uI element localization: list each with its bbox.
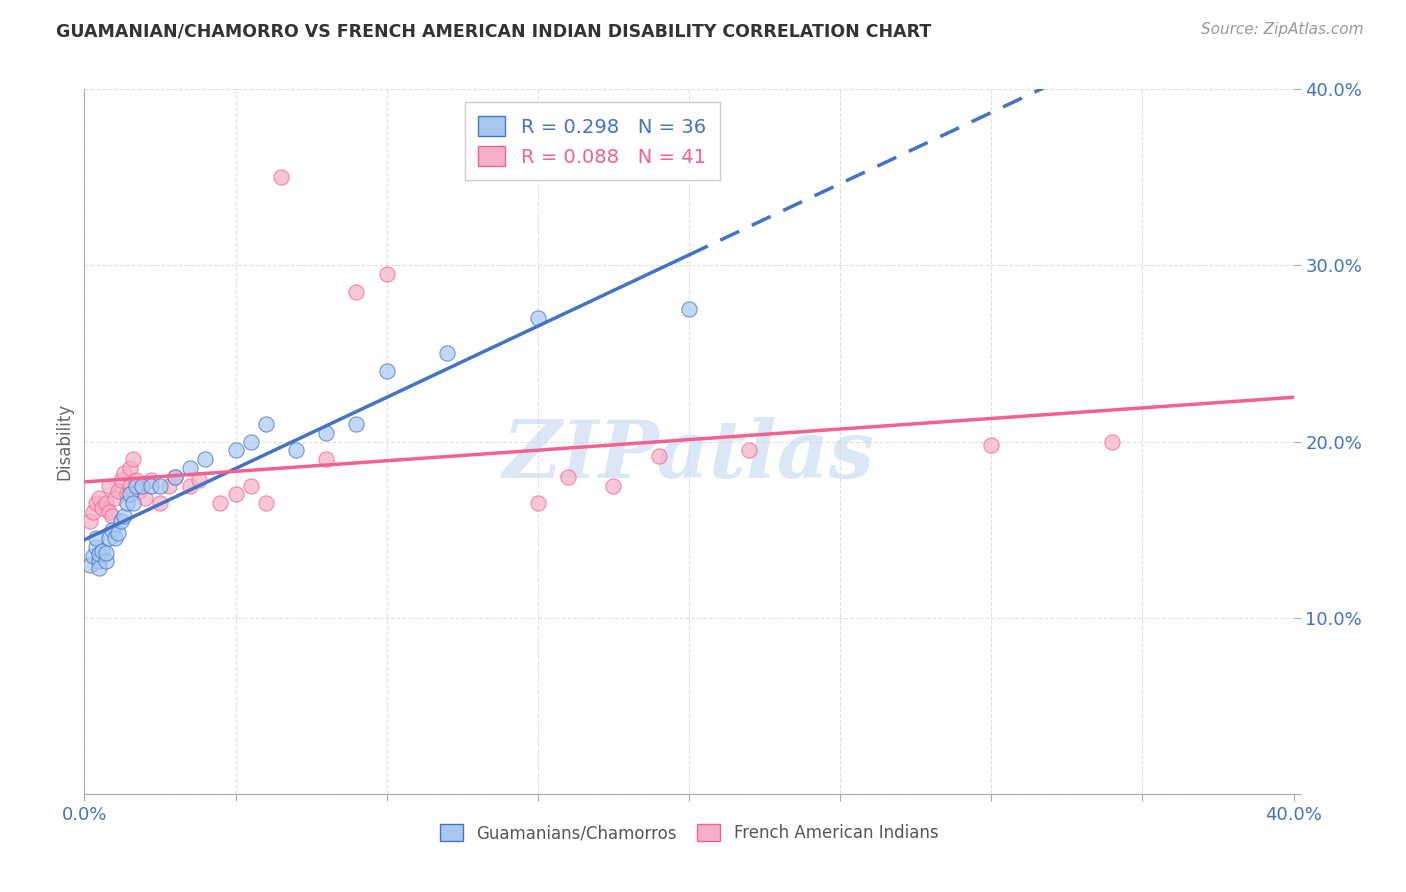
Point: [139, 478, 162, 492]
Point: [97, 505, 120, 519]
Point: [375, 364, 398, 378]
Point: [188, 473, 211, 487]
Point: [89, 491, 111, 505]
Point: [254, 496, 277, 510]
Point: [125, 478, 148, 492]
Point: [104, 491, 127, 505]
Point: [315, 425, 337, 440]
Point: [110, 514, 132, 528]
Point: [121, 452, 143, 467]
Point: [285, 443, 308, 458]
Point: [678, 302, 700, 317]
Point: [134, 491, 156, 505]
Point: [89, 547, 111, 561]
Point: [104, 532, 127, 546]
Point: [107, 526, 129, 541]
Point: [209, 496, 232, 510]
Point: [346, 417, 368, 431]
Text: GUAMANIAN/CHAMORRO VS FRENCH AMERICAN INDIAN DISABILITY CORRELATION CHART: GUAMANIAN/CHAMORRO VS FRENCH AMERICAN IN…: [56, 22, 932, 40]
Point: [179, 461, 201, 475]
Point: [179, 478, 201, 492]
Point: [97, 478, 120, 492]
Point: [602, 478, 624, 492]
Point: [91, 501, 114, 516]
Legend: Guamanians/Chamorros, French American Indians: Guamanians/Chamorros, French American In…: [433, 817, 945, 849]
Point: [115, 487, 138, 501]
Point: [110, 473, 132, 487]
Point: [346, 285, 368, 299]
Point: [100, 508, 122, 523]
Point: [79, 558, 101, 572]
Point: [157, 478, 180, 492]
Point: [89, 554, 111, 568]
Point: [86, 540, 108, 554]
Point: [115, 496, 138, 510]
Text: Source: ZipAtlas.com: Source: ZipAtlas.com: [1201, 22, 1364, 37]
Point: [315, 452, 337, 467]
Point: [149, 496, 172, 510]
Point: [1101, 434, 1123, 449]
Point: [648, 449, 671, 463]
Point: [94, 545, 117, 559]
Point: [94, 554, 117, 568]
Point: [86, 532, 108, 546]
Point: [107, 483, 129, 498]
Point: [118, 487, 141, 501]
Point: [79, 514, 101, 528]
Point: [194, 452, 217, 467]
Point: [254, 417, 277, 431]
Text: ZIPatlas: ZIPatlas: [503, 417, 875, 494]
Point: [436, 346, 458, 360]
Point: [139, 473, 162, 487]
Y-axis label: Disability: Disability: [55, 403, 73, 480]
Point: [270, 170, 292, 185]
Point: [165, 469, 187, 483]
Point: [112, 508, 135, 523]
Point: [112, 467, 135, 481]
Point: [165, 469, 187, 483]
Point: [527, 496, 550, 510]
Point: [82, 505, 104, 519]
Point: [94, 496, 117, 510]
Point: [557, 469, 579, 483]
Point: [128, 483, 150, 498]
Point: [225, 443, 247, 458]
Point: [131, 478, 153, 492]
Point: [125, 473, 148, 487]
Point: [118, 461, 141, 475]
Point: [738, 443, 761, 458]
Point: [375, 267, 398, 281]
Point: [100, 523, 122, 537]
Point: [239, 434, 262, 449]
Point: [97, 532, 120, 546]
Point: [82, 549, 104, 563]
Point: [91, 543, 114, 558]
Point: [118, 478, 141, 492]
Point: [149, 478, 172, 492]
Point: [980, 438, 1002, 452]
Point: [89, 561, 111, 575]
Point: [239, 478, 262, 492]
Point: [225, 487, 247, 501]
Point: [86, 496, 108, 510]
Point: [527, 311, 550, 326]
Point: [121, 496, 143, 510]
